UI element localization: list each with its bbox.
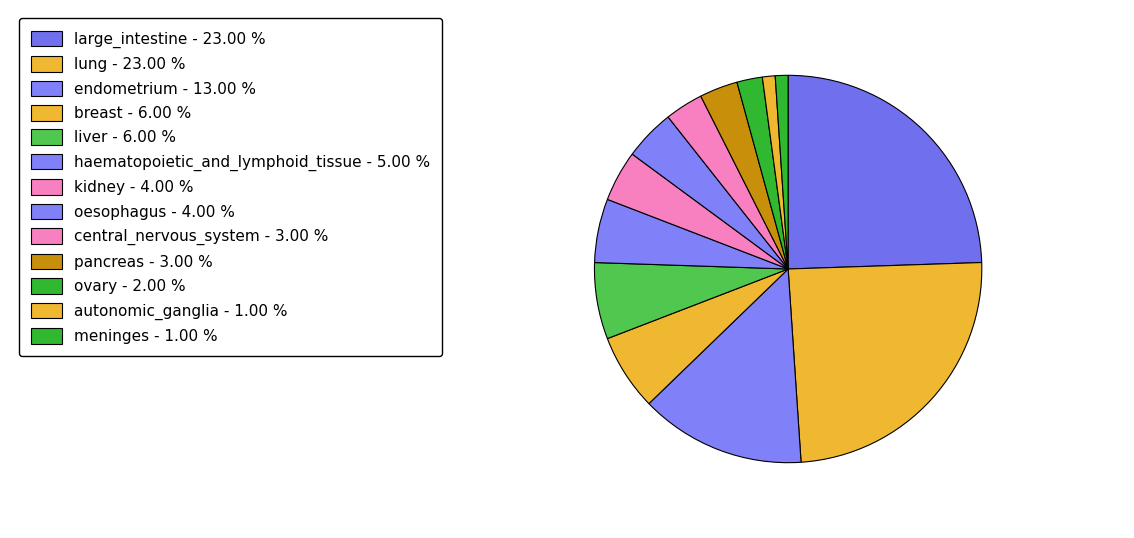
Wedge shape — [788, 263, 982, 462]
Wedge shape — [762, 76, 788, 269]
Wedge shape — [737, 77, 788, 269]
Wedge shape — [776, 75, 788, 269]
Wedge shape — [594, 263, 788, 338]
Wedge shape — [701, 82, 788, 269]
Wedge shape — [668, 96, 788, 269]
Wedge shape — [788, 75, 982, 269]
Wedge shape — [608, 269, 788, 404]
Wedge shape — [608, 154, 788, 269]
Wedge shape — [594, 200, 788, 269]
Wedge shape — [632, 117, 788, 269]
Legend: large_intestine - 23.00 %, lung - 23.00 %, endometrium - 13.00 %, breast - 6.00 : large_intestine - 23.00 %, lung - 23.00 … — [19, 18, 442, 356]
Wedge shape — [649, 269, 801, 463]
